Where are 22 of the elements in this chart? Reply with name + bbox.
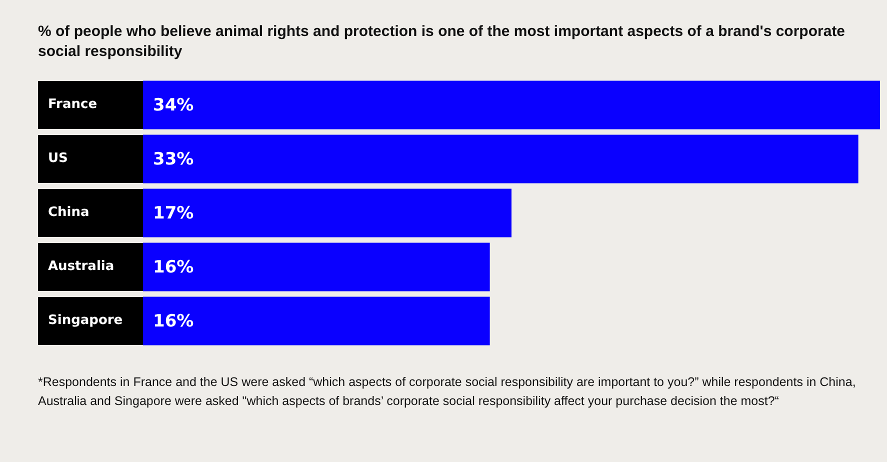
data-label: 16% xyxy=(153,311,194,332)
bar xyxy=(143,80,880,130)
bar xyxy=(143,134,858,184)
data-label: 34% xyxy=(153,95,194,116)
y-tick-label: Australia xyxy=(48,259,114,274)
chart-title: % of people who believe animal rights and protection is one of the most important aspects of a brand's corporate social responsibility xyxy=(38,22,846,62)
bar xyxy=(143,296,490,346)
y-tick-label: Singapore xyxy=(48,313,123,328)
data-label: 17% xyxy=(153,203,194,224)
text: *Respondents in France and the US were asked “which aspects of corporate social responsibility are important to you?” while respondents in China, Australia and Singapore were asked "which aspects of brands’ corporate social responsibility affect your purchase decision the most?“ xyxy=(38,374,857,410)
bar xyxy=(143,188,512,238)
label-box: France xyxy=(38,80,143,130)
label-box: Singapore xyxy=(38,296,143,346)
y-tick-label: US xyxy=(48,151,68,166)
y-tick-label: France xyxy=(48,97,98,112)
data-label: 33% xyxy=(153,149,194,170)
label-box: Australia xyxy=(38,242,143,292)
bar xyxy=(143,242,490,292)
y-tick-label: China xyxy=(48,205,90,220)
label-box: US xyxy=(38,134,143,184)
label-box: China xyxy=(38,188,143,238)
data-label: 16% xyxy=(153,257,194,278)
